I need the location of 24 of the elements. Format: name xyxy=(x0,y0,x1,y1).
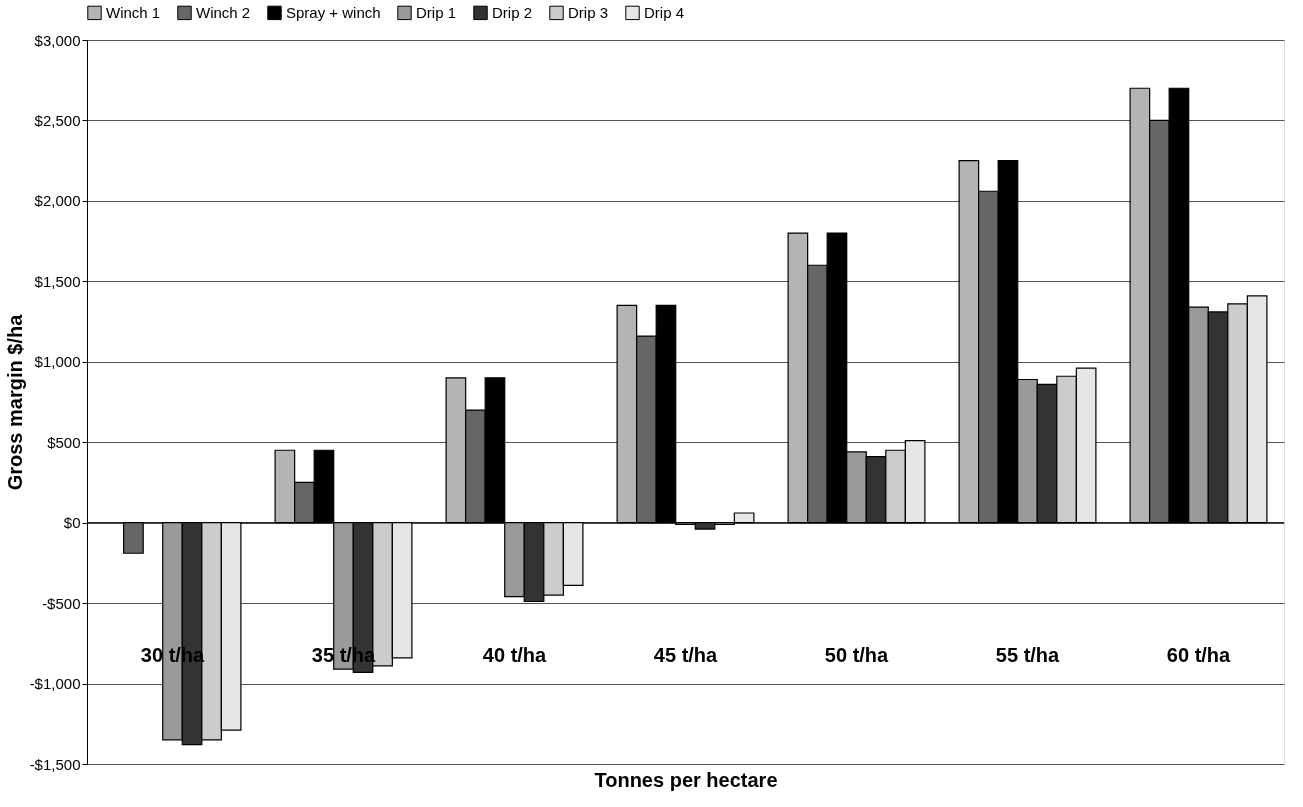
legend-label: Winch 1 xyxy=(106,3,161,21)
x-tick-label: 40 t/ha xyxy=(482,643,548,666)
legend-label: Drip 3 xyxy=(568,3,609,21)
x-tick-label: 55 t/ha xyxy=(995,643,1061,666)
y-tick-label: $1,000 xyxy=(34,353,81,371)
legend-label: Drip 1 xyxy=(416,3,457,21)
legend-label: Drip 4 xyxy=(644,3,685,21)
y-tick-label: $500 xyxy=(47,433,81,451)
y-tick-label: $2,000 xyxy=(34,192,81,210)
x-tick-label: 45 t/ha xyxy=(653,643,719,666)
legend-label: Spray + winch xyxy=(286,3,381,21)
y-tick-label: $0 xyxy=(63,514,81,532)
x-tick-label: 50 t/ha xyxy=(824,643,890,666)
y-tick-label: -$1,000 xyxy=(29,675,81,693)
legend-label: Winch 2 xyxy=(196,3,251,21)
y-tick-label: $3,000 xyxy=(34,31,81,49)
y-tick-label: -$1,500 xyxy=(29,755,81,773)
y-tick-label: -$500 xyxy=(42,594,81,612)
y-tick-label: $1,500 xyxy=(34,272,81,290)
x-axis-title: Tonnes per hectare xyxy=(594,768,778,791)
y-axis-title: Gross margin $/ha xyxy=(3,313,26,491)
x-tick-label: 60 t/ha xyxy=(1166,643,1232,666)
y-tick-label: $2,500 xyxy=(34,111,81,129)
legend-label: Drip 2 xyxy=(492,3,533,21)
